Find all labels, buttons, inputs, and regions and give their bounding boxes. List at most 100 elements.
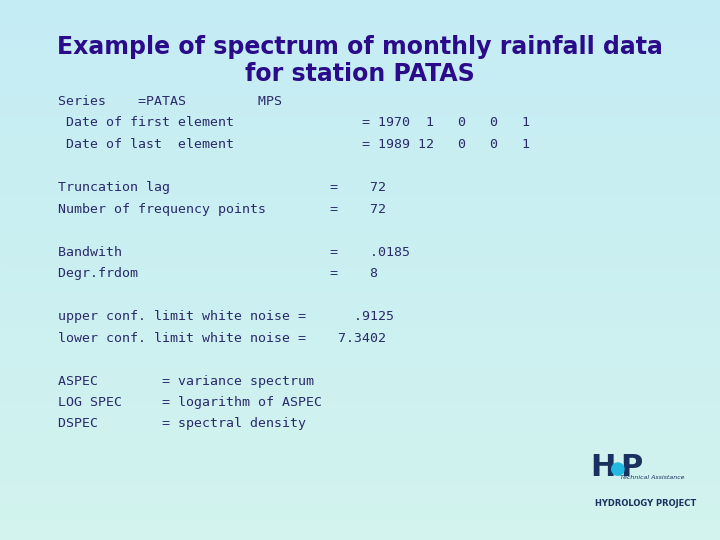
Bar [0, 267, 720, 270]
Bar [0, 176, 720, 178]
Bar [0, 305, 720, 308]
Bar [0, 413, 720, 416]
Bar [0, 335, 720, 338]
Bar [0, 151, 720, 154]
Bar [0, 367, 720, 370]
Bar [0, 435, 720, 437]
Bar [0, 456, 720, 459]
Bar [0, 378, 720, 381]
Bar [0, 513, 720, 516]
Bar [0, 59, 720, 62]
Bar [0, 219, 720, 221]
Bar [0, 500, 720, 502]
Bar [0, 529, 720, 532]
Bar [0, 251, 720, 254]
Bar [0, 173, 720, 176]
Bar [0, 232, 720, 235]
Bar [0, 43, 720, 46]
Bar [0, 408, 720, 410]
Bar [0, 294, 720, 297]
Bar [0, 302, 720, 305]
Bar [0, 65, 720, 68]
Bar [0, 489, 720, 491]
Text: Example of spectrum of monthly rainfall data: Example of spectrum of monthly rainfall … [57, 35, 663, 59]
Bar [0, 537, 720, 540]
Bar [0, 124, 720, 127]
Bar [0, 157, 720, 159]
Bar [0, 138, 720, 140]
Bar [0, 429, 720, 432]
Bar [0, 70, 720, 73]
Bar [0, 108, 720, 111]
Bar [0, 40, 720, 43]
Bar [0, 68, 720, 70]
Bar [0, 462, 720, 464]
Bar [0, 508, 720, 510]
Bar [0, 356, 720, 359]
Bar [0, 443, 720, 445]
Bar [0, 448, 720, 451]
Bar [0, 416, 720, 418]
Bar [0, 246, 720, 248]
Bar [0, 202, 720, 205]
Bar [0, 459, 720, 462]
Bar [0, 340, 720, 343]
Bar [0, 354, 720, 356]
Bar [0, 483, 720, 486]
Bar [0, 81, 720, 84]
Bar [0, 270, 720, 273]
Bar [0, 24, 720, 27]
Bar [0, 186, 720, 189]
Bar [0, 57, 720, 59]
Bar [0, 275, 720, 278]
Bar [0, 286, 720, 289]
Bar [0, 111, 720, 113]
Bar [0, 38, 720, 40]
Bar [0, 213, 720, 216]
Bar [0, 424, 720, 427]
Bar [0, 76, 720, 78]
Bar [0, 362, 720, 364]
Bar [0, 119, 720, 122]
Bar [0, 348, 720, 351]
Bar [0, 184, 720, 186]
Bar [0, 189, 720, 192]
Bar [0, 84, 720, 86]
Bar [0, 170, 720, 173]
Bar [0, 103, 720, 105]
Bar [0, 19, 720, 22]
Bar [0, 497, 720, 500]
Text: LOG SPEC     = logarithm of ASPEC: LOG SPEC = logarithm of ASPEC [58, 396, 322, 409]
Bar [0, 16, 720, 19]
Text: Truncation lag                    =    72: Truncation lag = 72 [58, 181, 386, 194]
Bar [0, 292, 720, 294]
Bar [0, 440, 720, 443]
Bar [0, 165, 720, 167]
Bar [0, 200, 720, 202]
Bar [0, 321, 720, 324]
Bar [0, 324, 720, 327]
Bar [0, 127, 720, 130]
Bar [0, 97, 720, 100]
Bar [0, 524, 720, 526]
Bar [0, 146, 720, 148]
Bar [0, 3, 720, 5]
Bar [0, 100, 720, 103]
Bar [0, 143, 720, 146]
Bar [0, 92, 720, 94]
Bar [0, 375, 720, 378]
Bar [0, 418, 720, 421]
Bar [0, 427, 720, 429]
Bar [0, 240, 720, 243]
Bar [0, 319, 720, 321]
Bar [0, 27, 720, 30]
Bar [0, 89, 720, 92]
Bar [0, 373, 720, 375]
Text: HYDROLOGY PROJECT: HYDROLOGY PROJECT [595, 499, 696, 508]
Bar [0, 178, 720, 181]
Text: Degr.frdom                        =    8: Degr.frdom = 8 [58, 267, 378, 280]
Bar [0, 364, 720, 367]
Bar [0, 243, 720, 246]
Bar [0, 297, 720, 300]
Bar [0, 329, 720, 332]
